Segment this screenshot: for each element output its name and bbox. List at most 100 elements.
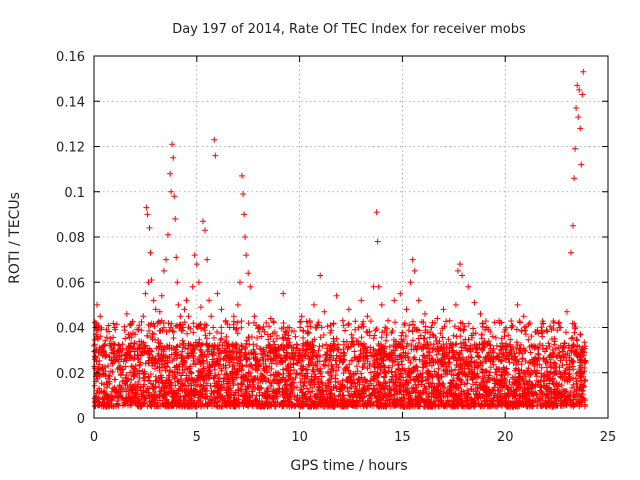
data-point bbox=[518, 361, 525, 368]
data-point bbox=[477, 310, 484, 317]
data-point bbox=[418, 381, 424, 388]
data-point bbox=[311, 301, 317, 308]
data-point bbox=[552, 360, 559, 367]
data-point bbox=[407, 279, 414, 286]
data-point bbox=[581, 378, 588, 385]
data-point bbox=[498, 357, 505, 364]
data-point bbox=[375, 283, 382, 290]
data-point bbox=[422, 310, 428, 317]
data-point bbox=[403, 306, 410, 313]
y-axis-label: ROTI / TECUs bbox=[7, 192, 23, 284]
data-point bbox=[506, 379, 513, 385]
data-point bbox=[560, 343, 567, 350]
data-point bbox=[529, 389, 535, 396]
data-point bbox=[353, 363, 360, 370]
data-point bbox=[330, 335, 337, 342]
data-point bbox=[330, 367, 337, 374]
data-point bbox=[210, 374, 217, 381]
data-point bbox=[317, 272, 324, 279]
y-tick-label: 0.16 bbox=[56, 50, 85, 65]
data-point bbox=[248, 373, 255, 380]
data-point bbox=[379, 329, 386, 336]
data-point bbox=[307, 323, 314, 330]
data-point bbox=[271, 376, 278, 382]
data-point bbox=[177, 313, 184, 320]
data-point bbox=[206, 297, 213, 304]
data-point bbox=[375, 378, 382, 385]
y-tick-label: 0.02 bbox=[56, 367, 85, 382]
data-point bbox=[335, 341, 342, 348]
data-point bbox=[150, 297, 157, 304]
data-point bbox=[564, 350, 571, 357]
data-point bbox=[243, 252, 250, 259]
data-point bbox=[196, 336, 203, 343]
data-point bbox=[108, 388, 115, 395]
data-point bbox=[182, 345, 189, 351]
data-point bbox=[121, 323, 128, 330]
data-point bbox=[213, 394, 220, 401]
data-point bbox=[257, 345, 263, 352]
data-point bbox=[323, 341, 330, 348]
data-point bbox=[340, 392, 347, 399]
data-point bbox=[316, 383, 323, 390]
data-point bbox=[312, 374, 318, 381]
data-point bbox=[327, 394, 333, 400]
data-point bbox=[293, 371, 300, 377]
data-point bbox=[579, 344, 586, 351]
data-point bbox=[572, 145, 579, 152]
data-point bbox=[192, 361, 199, 368]
data-point bbox=[135, 379, 142, 385]
data-point bbox=[280, 370, 287, 377]
data-point bbox=[216, 375, 223, 381]
data-point bbox=[303, 318, 310, 325]
data-point bbox=[297, 318, 304, 325]
y-tick-label: 0.06 bbox=[56, 276, 85, 291]
data-point bbox=[212, 152, 219, 159]
data-point bbox=[581, 339, 588, 346]
data-point bbox=[578, 161, 585, 168]
data-point bbox=[440, 367, 447, 374]
data-point bbox=[544, 385, 551, 392]
data-point bbox=[478, 331, 485, 338]
data-point bbox=[101, 342, 108, 349]
data-point bbox=[570, 222, 576, 229]
data-point bbox=[230, 318, 237, 325]
data-point bbox=[355, 376, 362, 382]
data-point bbox=[573, 378, 580, 385]
data-point bbox=[166, 376, 173, 383]
data-point bbox=[462, 336, 469, 343]
data-point bbox=[234, 381, 241, 388]
data-point bbox=[360, 364, 367, 371]
data-point bbox=[189, 283, 196, 290]
data-point bbox=[160, 348, 167, 355]
data-point bbox=[197, 304, 204, 311]
data-point bbox=[473, 359, 480, 365]
data-point bbox=[273, 361, 280, 367]
data-point bbox=[449, 347, 456, 354]
data-point bbox=[457, 261, 463, 268]
data-point bbox=[208, 313, 215, 320]
data-point bbox=[144, 211, 151, 218]
data-point bbox=[579, 91, 586, 98]
data-point bbox=[152, 389, 159, 395]
data-point bbox=[240, 191, 247, 197]
data-point bbox=[175, 301, 182, 308]
data-point bbox=[345, 306, 352, 313]
data-point bbox=[453, 333, 460, 340]
data-point bbox=[151, 331, 157, 338]
data-point bbox=[188, 369, 195, 376]
data-point bbox=[352, 318, 359, 325]
x-tick-label: 5 bbox=[193, 430, 201, 445]
data-point bbox=[377, 383, 384, 390]
data-point bbox=[280, 320, 287, 326]
data-point bbox=[193, 261, 200, 268]
data-point bbox=[148, 380, 155, 387]
data-point bbox=[493, 342, 500, 349]
data-point bbox=[472, 345, 479, 352]
data-point bbox=[528, 333, 535, 340]
data-point bbox=[237, 356, 244, 362]
data-point bbox=[156, 328, 163, 334]
data-point bbox=[411, 267, 418, 274]
data-point bbox=[274, 393, 281, 400]
